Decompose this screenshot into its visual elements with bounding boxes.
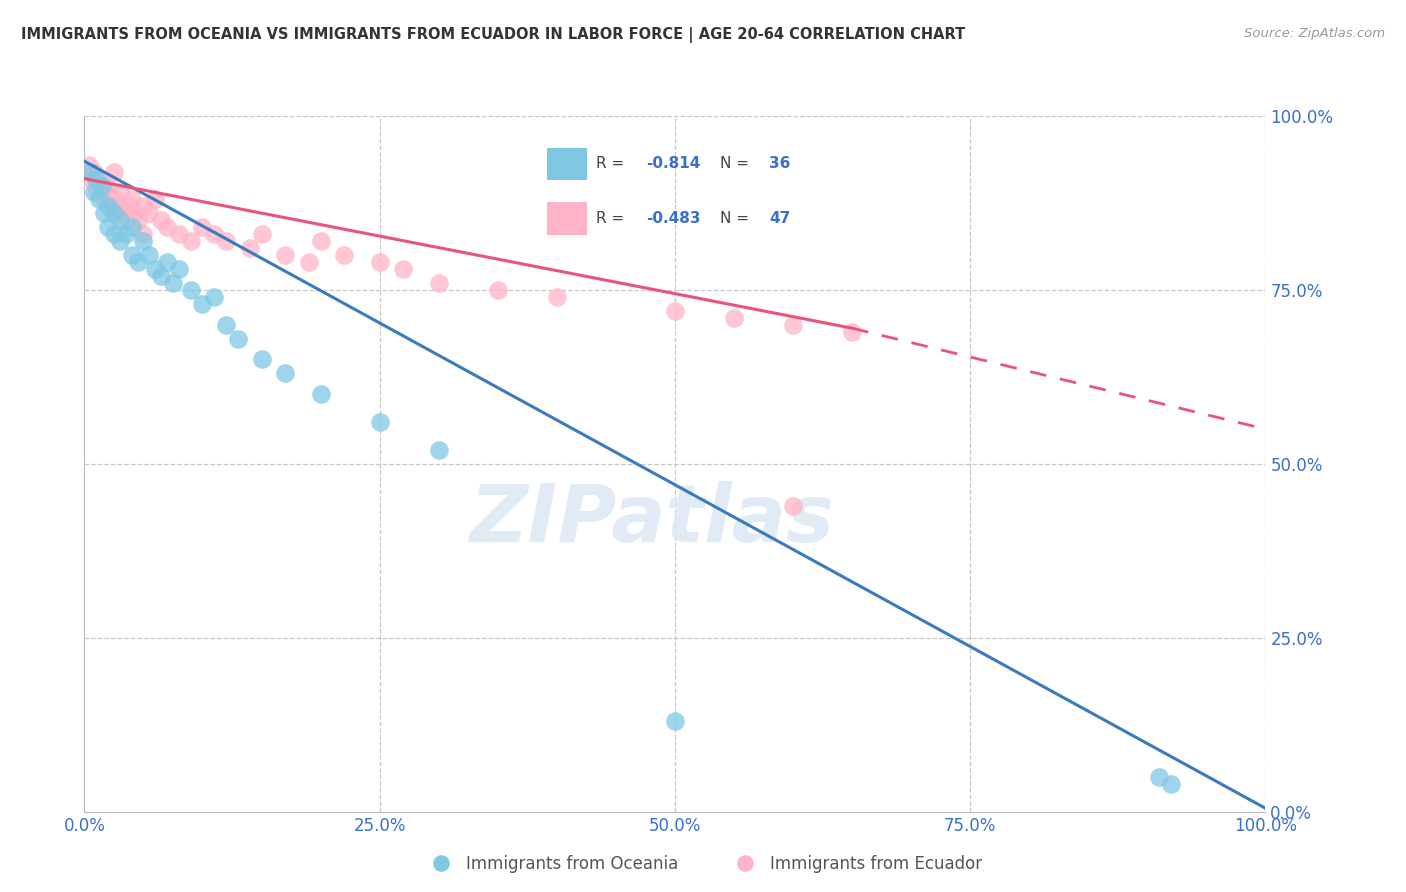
Point	[841, 325, 863, 339]
Point	[97, 199, 120, 213]
Point	[274, 367, 297, 381]
Text: R =: R =	[596, 211, 630, 226]
Legend: Immigrants from Oceania, Immigrants from Ecuador: Immigrants from Oceania, Immigrants from…	[418, 848, 988, 880]
Point	[180, 234, 202, 248]
Text: -0.814: -0.814	[645, 156, 700, 171]
Point	[87, 171, 110, 186]
Point	[180, 283, 202, 297]
Point	[215, 318, 238, 332]
Point	[191, 220, 214, 235]
Point	[111, 206, 134, 220]
Point	[309, 387, 332, 401]
Point	[103, 206, 125, 220]
Point	[118, 199, 141, 213]
Text: -0.483: -0.483	[645, 211, 700, 226]
Point	[80, 171, 103, 186]
Point	[167, 227, 190, 242]
Point	[103, 227, 125, 242]
Point	[427, 276, 450, 290]
Point	[108, 213, 131, 227]
Point	[156, 220, 179, 235]
Point	[121, 193, 143, 207]
Text: R =: R =	[596, 156, 630, 171]
Point	[392, 262, 415, 277]
Point	[1160, 777, 1182, 791]
Point	[103, 164, 125, 178]
Point	[782, 499, 804, 513]
Point	[782, 318, 804, 332]
Point	[143, 193, 166, 207]
Text: 36: 36	[769, 156, 790, 171]
Point	[239, 241, 262, 255]
Point	[114, 227, 136, 242]
Text: ZIPatlas: ZIPatlas	[468, 481, 834, 558]
Point	[121, 220, 143, 235]
Point	[162, 276, 184, 290]
Point	[486, 283, 509, 297]
Point	[122, 206, 145, 220]
Point	[107, 199, 129, 213]
Point	[664, 303, 686, 318]
Point	[79, 164, 101, 178]
Point	[723, 310, 745, 325]
Point	[91, 186, 114, 200]
Text: N =: N =	[720, 156, 754, 171]
Point	[368, 255, 391, 269]
Point	[427, 442, 450, 457]
Point	[215, 234, 238, 248]
Point	[84, 171, 107, 186]
Point	[94, 178, 117, 193]
Point	[87, 193, 110, 207]
Point	[93, 193, 115, 207]
Point	[132, 234, 155, 248]
Point	[108, 234, 131, 248]
Point	[309, 234, 332, 248]
Point	[250, 227, 273, 242]
Point	[202, 227, 225, 242]
Point	[150, 213, 173, 227]
Point	[546, 290, 568, 304]
Point	[93, 206, 115, 220]
Point	[138, 248, 160, 262]
Point	[114, 213, 136, 227]
Point	[84, 178, 107, 193]
Point	[274, 248, 297, 262]
Point	[202, 290, 225, 304]
Text: Source: ZipAtlas.com: Source: ZipAtlas.com	[1244, 27, 1385, 40]
Point	[132, 199, 155, 213]
Point	[143, 262, 166, 277]
Point	[191, 297, 214, 311]
Point	[83, 186, 105, 200]
Point	[150, 268, 173, 283]
Bar	[547, 202, 586, 235]
Point	[664, 714, 686, 729]
Text: IMMIGRANTS FROM OCEANIA VS IMMIGRANTS FROM ECUADOR IN LABOR FORCE | AGE 20-64 CO: IMMIGRANTS FROM OCEANIA VS IMMIGRANTS FR…	[21, 27, 966, 43]
Text: 47: 47	[769, 211, 790, 226]
Point	[138, 206, 160, 220]
Point	[298, 255, 321, 269]
Point	[127, 213, 149, 227]
Point	[77, 158, 100, 172]
Point	[226, 332, 249, 346]
Point	[98, 199, 121, 213]
Point	[121, 248, 143, 262]
Point	[97, 220, 120, 235]
Point	[167, 262, 190, 277]
Point	[132, 227, 155, 242]
Point	[250, 352, 273, 367]
Point	[97, 186, 120, 200]
Text: N =: N =	[720, 211, 754, 226]
Point	[368, 415, 391, 429]
Point	[83, 164, 105, 178]
Point	[108, 186, 131, 200]
Point	[333, 248, 356, 262]
Point	[156, 255, 179, 269]
Point	[103, 193, 125, 207]
Point	[91, 178, 114, 193]
Point	[1147, 770, 1170, 784]
Bar	[547, 148, 586, 180]
Point	[127, 255, 149, 269]
